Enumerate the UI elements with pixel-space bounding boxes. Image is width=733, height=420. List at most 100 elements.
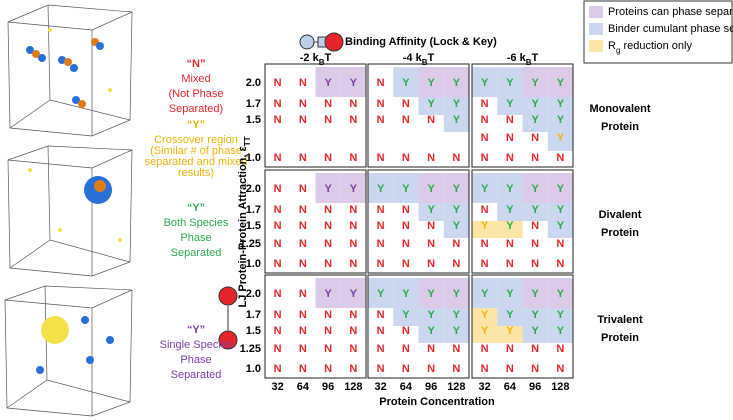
cell-letter: N <box>299 220 307 232</box>
cell-letter: N <box>324 204 332 216</box>
cell-letter: Y <box>453 288 461 300</box>
cell-letter: Y <box>557 132 565 144</box>
cell-letter: N <box>427 343 435 355</box>
cell-shade <box>497 97 523 115</box>
legend-label-base: R <box>608 40 616 52</box>
y-tick-label: 1.5 <box>246 220 261 232</box>
cell-shade <box>393 308 419 326</box>
cell-letter: Y <box>506 220 514 232</box>
panel-frame <box>471 169 574 274</box>
cell-letter: N <box>377 343 385 355</box>
cell-letter: N <box>506 238 514 250</box>
cell-shade <box>472 173 498 203</box>
cell-letter: N <box>556 363 564 375</box>
cell-letter: N <box>531 220 539 232</box>
cell-letter: Y <box>506 288 514 300</box>
row-label: Trivalent <box>597 314 643 326</box>
cell-letter: N <box>402 363 410 375</box>
cell-letter: N <box>556 343 564 355</box>
legend-label: Proteins can phase separate alone <box>608 6 733 18</box>
cell-letter: Y <box>506 204 514 216</box>
cell-shade <box>418 308 444 326</box>
cell-letter: N <box>377 325 385 337</box>
cell-letter: Y <box>453 183 461 195</box>
cell-letter: Y <box>324 183 332 195</box>
cell-letter: Y <box>481 77 489 89</box>
cell-letter: Y <box>481 220 489 232</box>
snapshot-particles <box>26 28 122 374</box>
cell-letter: Y <box>402 183 410 195</box>
protein-icon <box>218 286 238 350</box>
cell-letter: N <box>481 258 489 270</box>
cell-letter: N <box>324 258 332 270</box>
cell-letter: N <box>274 258 282 270</box>
cell-letter: N <box>506 363 514 375</box>
cell-letter: N <box>481 204 489 216</box>
cell-letter: N <box>377 220 385 232</box>
cell-letter: N <box>402 204 410 216</box>
cell-letter: N <box>402 258 410 270</box>
cell-letter: Y <box>506 183 514 195</box>
y-axis-label-sub: TT <box>243 136 252 146</box>
cell-shade <box>315 67 341 97</box>
y-tick-label: 1.0 <box>246 152 261 164</box>
cell-shade <box>522 115 548 132</box>
cell-letter: N <box>427 363 435 375</box>
column-header-sub: B <box>422 58 428 67</box>
cell-letter: N <box>402 325 410 337</box>
legend-label: Rg reduction only <box>608 40 692 55</box>
cell-letter: Y <box>531 77 539 89</box>
cell-shade <box>340 67 366 97</box>
x-tick-label: 96 <box>322 381 334 393</box>
cell-shade <box>472 308 498 326</box>
x-tick-label: 64 <box>400 381 413 393</box>
cell-shade <box>418 326 444 343</box>
cell-letter: N <box>481 363 489 375</box>
cell-letter: N <box>324 363 332 375</box>
cell-shade <box>443 221 469 238</box>
cell-letter: N <box>349 152 357 164</box>
cell-shade <box>547 97 573 115</box>
cell-letter: Y <box>506 309 514 321</box>
cell-letter: N <box>324 343 332 355</box>
cell-shade <box>418 97 444 115</box>
cell-letter: N <box>531 132 539 144</box>
cell-letter: N <box>531 258 539 270</box>
cell-letter: Y <box>531 309 539 321</box>
x-axis-label: Protein Concentration <box>379 396 495 408</box>
cell-shade <box>443 97 469 115</box>
cell-letter: N <box>402 220 410 232</box>
cell-shade <box>393 67 419 97</box>
cell-letter: N <box>324 98 332 110</box>
cell-letter: Y <box>453 220 461 232</box>
state-text: Crossover region <box>154 134 238 146</box>
cell-shade <box>497 173 523 203</box>
state-text: Phase <box>180 232 211 244</box>
cell-letter: Y <box>557 204 565 216</box>
cell-letter: N <box>452 152 460 164</box>
cell-shade <box>522 97 548 115</box>
state-letter: “Y” <box>187 202 205 214</box>
cell-letter: Y <box>557 325 565 337</box>
x-tick-label: 32 <box>479 381 491 393</box>
cell-letter: N <box>377 258 385 270</box>
cell-letter: N <box>299 114 307 126</box>
cell-shade <box>497 221 523 238</box>
cell-letter: Y <box>453 204 461 216</box>
cell-letter: N <box>377 77 385 89</box>
legend-swatch <box>589 40 603 52</box>
cell-letter: Y <box>350 183 358 195</box>
panel-frame <box>471 63 574 168</box>
cell-letter: Y <box>531 98 539 110</box>
cell-shade <box>522 203 548 221</box>
x-tick-label: 96 <box>529 381 541 393</box>
cell-letter: N <box>274 220 282 232</box>
cell-letter: N <box>377 98 385 110</box>
cell-letter: Y <box>557 98 565 110</box>
cell-letter: N <box>377 152 385 164</box>
cell-letter: N <box>377 114 385 126</box>
state-text: Separated <box>171 247 222 259</box>
state-letter: “Y” <box>187 324 205 336</box>
cell-shade <box>472 326 498 343</box>
row-label: Protein <box>601 121 639 133</box>
